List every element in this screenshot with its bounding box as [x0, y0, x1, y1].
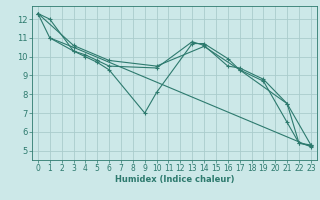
X-axis label: Humidex (Indice chaleur): Humidex (Indice chaleur) — [115, 175, 234, 184]
